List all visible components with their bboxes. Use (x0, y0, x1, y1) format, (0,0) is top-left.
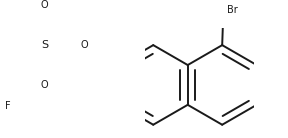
Text: O: O (41, 80, 48, 90)
Text: Br: Br (227, 5, 238, 15)
Text: F: F (5, 101, 11, 111)
Text: S: S (41, 40, 48, 50)
Text: O: O (41, 0, 48, 10)
Text: O: O (80, 40, 88, 50)
